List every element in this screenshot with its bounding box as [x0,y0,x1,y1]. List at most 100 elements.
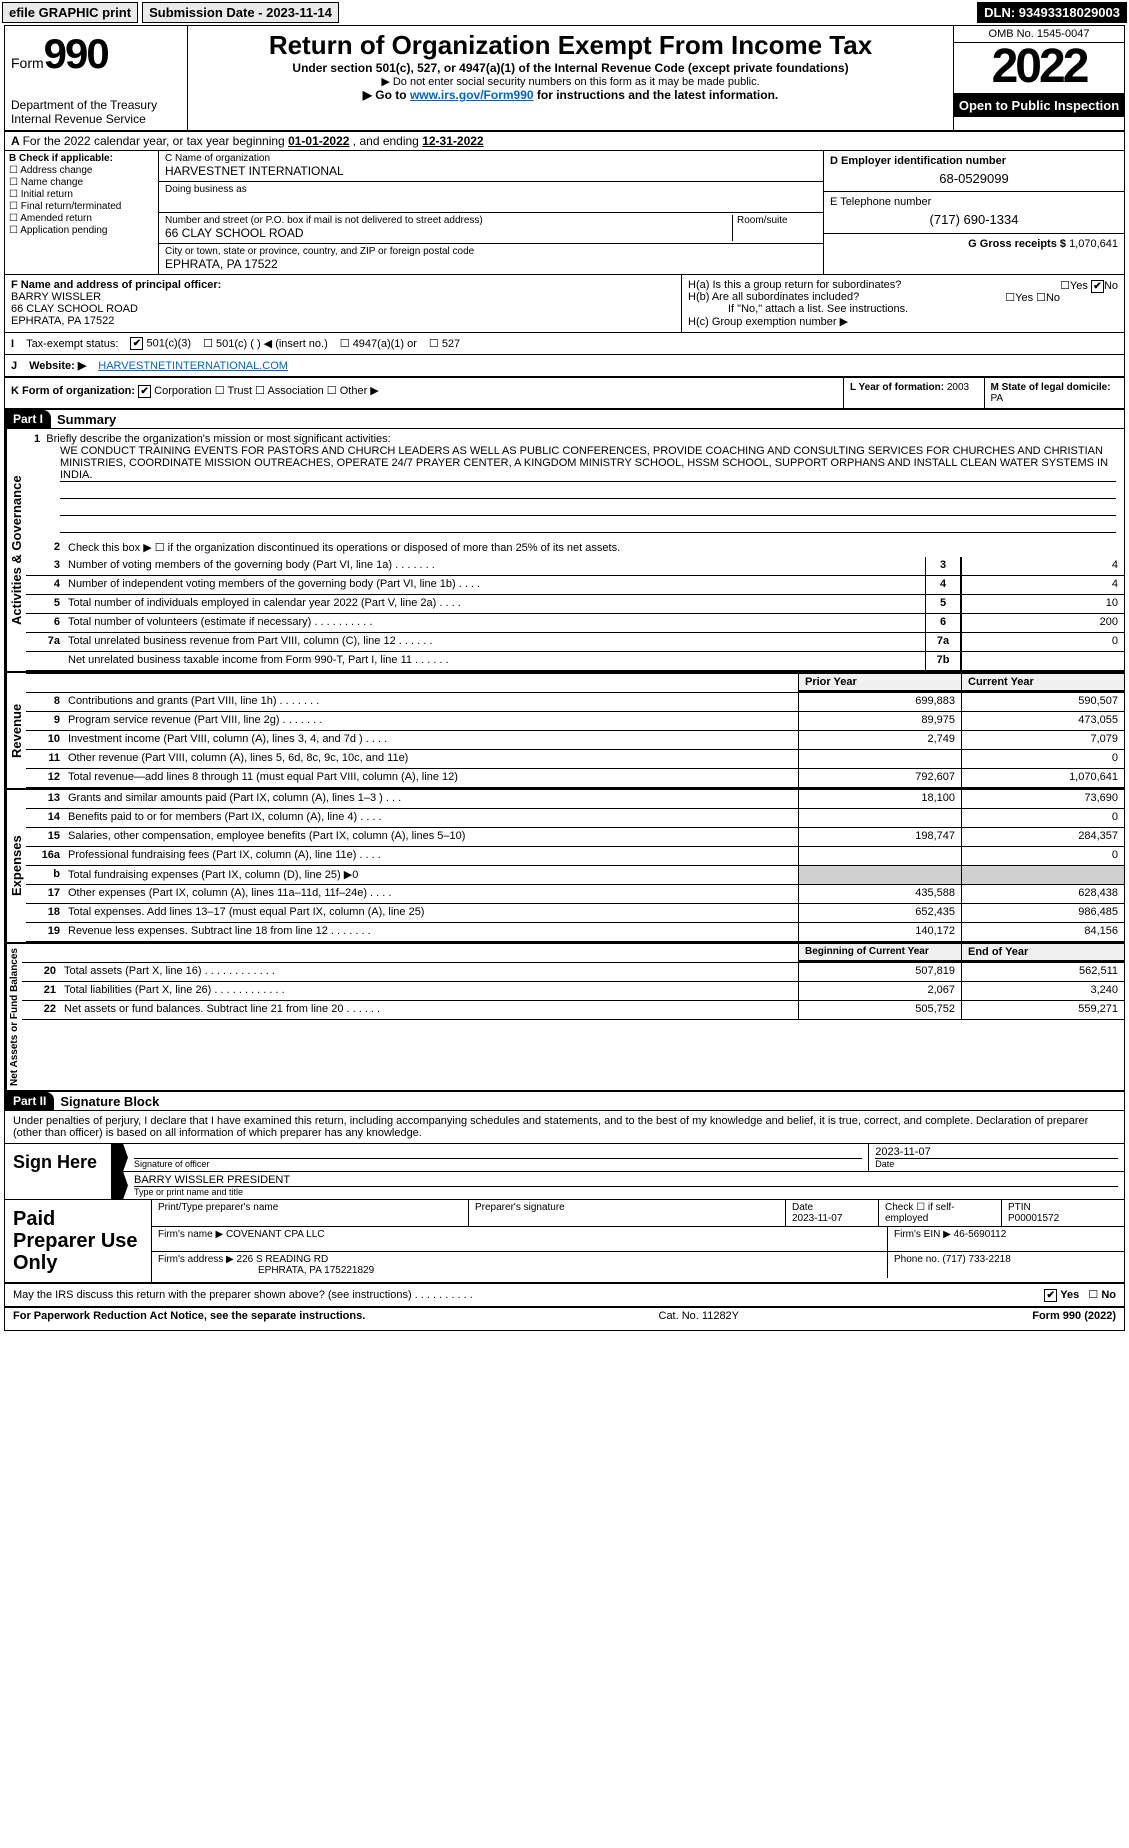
officer-name-cell: BARRY WISSLER PRESIDENT Type or print na… [128,1172,1124,1199]
row-a-pre: For the 2022 calendar year, or tax year … [23,134,289,148]
summary-line: 12Total revenue—add lines 8 through 11 (… [26,769,1124,788]
org-name-cell: C Name of organization HARVESTNET INTERN… [159,151,823,182]
chk-name-change[interactable]: ☐ Name change [9,177,154,188]
chk-amended[interactable]: ☐ Amended return [9,213,154,224]
chk-501c[interactable]: ☐ 501(c) ( ) ◀ (insert no.) [203,337,328,350]
h-c: H(c) Group exemption number ▶ [688,315,1118,328]
paid-preparer-fields: Print/Type preparer's name Preparer's si… [152,1200,1124,1282]
net-assets-block: Net Assets or Fund Balances Beginning of… [5,944,1124,1092]
city-label: City or town, state or province, country… [165,246,817,257]
section-e: E Telephone number (717) 690-1334 [824,192,1124,233]
summary-line: 11Other revenue (Part VIII, column (A), … [26,750,1124,769]
irs: Internal Revenue Service [11,112,181,126]
section-f: F Name and address of principal officer:… [5,275,681,332]
discuss-question: May the IRS discuss this return with the… [13,1289,1044,1301]
link-pre: ▶ Go to [363,88,410,102]
section-b-label: B Check if applicable: [9,153,113,164]
chk-address-change[interactable]: ☐ Address change [9,165,154,176]
h-b-note: If "No," attach a list. See instructions… [688,303,1118,315]
street-label: Number and street (or P.O. box if mail i… [165,215,732,226]
chk-app-pending[interactable]: ☐ Application pending [9,225,154,236]
perjury-declaration: Under penalties of perjury, I declare th… [5,1111,1124,1144]
chk-trust[interactable]: ☐ Trust [215,385,252,397]
room-suite-label: Room/suite [732,215,817,241]
irs-link[interactable]: www.irs.gov/Form990 [410,88,534,102]
firm-address-row: Firm's address ▶ 226 S READING RD EPHRAT… [152,1252,1124,1278]
cat-no: Cat. No. 11282Y [365,1310,1032,1322]
dln: DLN: 93493318029003 [977,2,1127,23]
summary-line: 13Grants and similar amounts paid (Part … [26,790,1124,809]
preparer-sig-cell: Preparer's signature [469,1200,786,1226]
revenue-lines: Prior Year Current Year 8Contributions a… [26,673,1124,788]
chk-527[interactable]: ☐ 527 [429,337,460,350]
firm-name-row: Firm's name ▶ COVENANT CPA LLC Firm's EI… [152,1227,1124,1252]
h-a: H(a) Is this a group return for subordin… [688,279,1118,291]
open-to-public: Open to Public Inspection [954,94,1124,117]
summary-line: bTotal fundraising expenses (Part IX, co… [26,866,1124,885]
discuss-answer: Yes ☐ No [1044,1288,1116,1302]
expenses-block: Expenses 13Grants and similar amounts pa… [5,790,1124,944]
hb-answer: ☐Yes ☐No [1005,291,1060,304]
header-left: Form990 Department of the Treasury Inter… [5,26,188,130]
summary-line: 20Total assets (Part X, line 16) . . . .… [22,963,1124,982]
summary-line: 4Number of independent voting members of… [26,576,1124,595]
chk-501c3[interactable]: 501(c)(3) [130,337,191,350]
paid-preparer-block: Paid Preparer Use Only Print/Type prepar… [5,1200,1124,1284]
section-j: J Website: ▶ HARVESTNETINTERNATIONAL.COM [5,355,1124,378]
dept-treasury: Department of the Treasury [11,98,181,112]
efile-label: efile GRAPHIC print [2,2,138,23]
sign-here-label: Sign Here [5,1144,111,1199]
officer-name: BARRY WISSLER [11,291,101,303]
section-d: D Employer identification number 68-0529… [824,151,1124,192]
summary-line: 17Other expenses (Part IX, column (A), l… [26,885,1124,904]
part-2-badge: Part II [5,1092,54,1110]
phone-value: (717) 690-1334 [830,212,1118,227]
row-a-tax-year: A For the 2022 calendar year, or tax yea… [5,132,1124,151]
governance-lines: 1 Briefly describe the organization's mi… [26,429,1124,671]
part-1-badge: Part I [5,410,51,428]
street-cell: Number and street (or P.O. box if mail i… [159,213,823,244]
preparer-date-cell: Date 2023-11-07 [786,1200,879,1226]
summary-line: 8Contributions and grants (Part VIII, li… [26,693,1124,712]
section-b: B Check if applicable: ☐ Address change … [5,151,159,274]
preparer-name-cell: Print/Type preparer's name [152,1200,469,1226]
chk-final-return[interactable]: ☐ Final return/terminated [9,201,154,212]
ha-answer: ☐Yes No [1060,279,1118,293]
officer-name-row: BARRY WISSLER PRESIDENT Type or print na… [112,1172,1124,1199]
chk-initial-return[interactable]: ☐ Initial return [9,189,154,200]
chk-corp[interactable]: Corporation [138,385,212,397]
paid-preparer-label: Paid Preparer Use Only [5,1200,152,1282]
signature-date-cell: 2023-11-07 Date [868,1144,1124,1171]
signature-officer-cell: Signature of officer [128,1144,868,1171]
sign-here-fields: Signature of officer 2023-11-07 Date BAR… [111,1144,1124,1199]
top-bar: efile GRAPHIC print Submission Date - 20… [0,0,1129,25]
website-label: Website: ▶ [29,359,86,372]
summary-line: 5Total number of individuals employed in… [26,595,1124,614]
section-h: H(a) Is this a group return for subordin… [681,275,1124,332]
summary-line: 16aProfessional fundraising fees (Part I… [26,847,1124,866]
col-prior-year: Prior Year [798,674,961,692]
arrow-icon [112,1144,128,1171]
col-end-year: End of Year [961,944,1124,962]
line-1-mission: 1 Briefly describe the organization's mi… [26,429,1124,539]
submission-date: Submission Date - 2023-11-14 [142,2,339,23]
website-link[interactable]: HARVESTNETINTERNATIONAL.COM [98,360,288,372]
section-l: L Year of formation: 2003 [844,378,985,408]
summary-line: Net unrelated business taxable income fr… [26,652,1124,671]
block-f-h: F Name and address of principal officer:… [5,275,1124,333]
firm-name-cell: Firm's name ▶ COVENANT CPA LLC [152,1227,888,1251]
h-b: H(b) Are all subordinates included? ☐Yes… [688,291,1118,303]
form-title: Return of Organization Exempt From Incom… [194,30,947,61]
summary-line: 15Salaries, other compensation, employee… [26,828,1124,847]
form-ref: Form 990 (2022) [1032,1310,1116,1322]
chk-assoc[interactable]: ☐ Association [255,385,324,397]
part-1-title: Summary [51,412,116,427]
chk-other[interactable]: ☐ Other ▶ [327,385,379,397]
part-2-title: Signature Block [54,1094,159,1109]
ptin-cell: PTIN P00001572 [1002,1200,1124,1226]
chk-4947[interactable]: ☐ 4947(a)(1) or [340,337,417,350]
preparer-top-row: Print/Type preparer's name Preparer's si… [152,1200,1124,1227]
row-a-end: 12-31-2022 [422,134,483,148]
part-1-header: Part I Summary [5,410,1124,429]
firm-phone-cell: Phone no. (717) 733-2218 [888,1252,1124,1278]
